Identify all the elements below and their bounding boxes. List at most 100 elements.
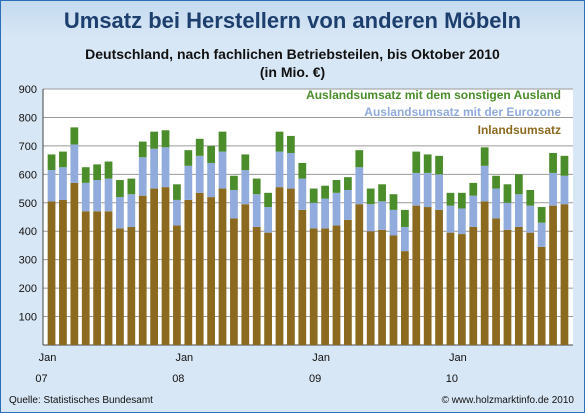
bar-segment-sonstiges: [480, 147, 489, 166]
bar-segment-sonstiges: [332, 180, 341, 193]
bar-segment-eurozone: [70, 144, 79, 183]
bar-segment-sonstiges: [412, 151, 421, 173]
bar-segment-sonstiges: [469, 182, 478, 196]
y-tick-label: 600: [19, 169, 37, 181]
bar-segment-sonstiges: [287, 135, 295, 153]
bar-segment-sonstiges: [138, 141, 147, 158]
bar-segment-eurozone: [230, 189, 238, 219]
bar-segment-inland: [264, 232, 272, 345]
bar-segment-sonstiges: [435, 155, 443, 175]
bar-segment-inland: [138, 195, 147, 345]
bar-segment-eurozone: [116, 197, 124, 229]
bar-segment-eurozone: [309, 202, 318, 229]
bar-segment-eurozone: [47, 170, 56, 202]
bar-segment-inland: [560, 204, 569, 345]
bar-segment-eurozone: [389, 209, 398, 236]
bar-segment-sonstiges: [47, 154, 56, 171]
bar-segment-sonstiges: [184, 150, 193, 166]
legend-entry: Inlandsumsatz: [478, 123, 561, 137]
bar-segment-inland: [252, 226, 261, 345]
bar-segment-inland: [480, 201, 489, 345]
legend-entry: Auslandsumsatz mit der Eurozone: [364, 105, 561, 119]
bar-segment-eurozone: [344, 189, 352, 220]
copyright-note: © www.holzmarktinfo.de 2010: [441, 395, 574, 406]
bar-segment-eurozone: [127, 194, 136, 227]
bar-segment-inland: [116, 228, 124, 345]
bar-segment-sonstiges: [446, 192, 455, 206]
bar-segment-sonstiges: [81, 167, 90, 183]
bar-segment-eurozone: [355, 167, 364, 205]
bar-segment-eurozone: [549, 172, 557, 206]
bar-segment-inland: [492, 218, 500, 345]
bar-segment-inland: [298, 209, 307, 345]
bar-segment-sonstiges: [127, 178, 136, 195]
bar-segment-inland: [469, 226, 478, 345]
bar-segment-sonstiges: [355, 150, 364, 168]
bar-segment-sonstiges: [150, 131, 158, 149]
y-tick-label: 500: [19, 198, 37, 210]
bar-segment-sonstiges: [173, 184, 181, 200]
bar-segment-eurozone: [537, 222, 546, 247]
x-tick-label: Jan: [312, 352, 330, 364]
bar-segment-sonstiges: [321, 185, 329, 199]
y-tick-label: 200: [19, 283, 37, 295]
bar-segment-sonstiges: [492, 175, 500, 189]
bar-segment-inland: [127, 226, 136, 345]
x-tick-label: Jan: [175, 352, 193, 364]
bar-segment-eurozone: [401, 226, 409, 252]
bar-segment-inland: [332, 225, 341, 345]
bar-segment-sonstiges: [503, 184, 512, 203]
bar-segment-sonstiges: [309, 188, 318, 203]
y-tick-label: 100: [19, 312, 37, 324]
bar-segment-eurozone: [526, 205, 535, 233]
bar-segment-sonstiges: [207, 145, 215, 163]
legend-entry: Auslandsumsatz mit dem sonstigen Ausland: [306, 88, 561, 102]
bar-segment-inland: [366, 231, 375, 345]
y-tick-label: 700: [19, 141, 37, 153]
bar-segment-sonstiges: [161, 130, 170, 148]
bar-segment-eurozone: [514, 194, 523, 227]
bar-segment-eurozone: [150, 148, 158, 189]
bar-segment-eurozone: [138, 157, 147, 196]
bar-segment-eurozone: [287, 153, 295, 189]
bar-segment-eurozone: [298, 178, 307, 210]
bar-segment-inland: [309, 228, 318, 345]
bar-segment-inland: [549, 205, 557, 345]
bar-segment-inland: [423, 207, 432, 345]
bar-segment-sonstiges: [401, 209, 409, 227]
bar-segment-sonstiges: [264, 192, 272, 208]
x-tick-label: Jan: [39, 352, 57, 364]
bar-segment-eurozone: [252, 194, 261, 227]
bar-segment-eurozone: [469, 195, 478, 227]
bar-segment-inland: [207, 197, 215, 345]
bar-segment-eurozone: [59, 167, 67, 200]
bar-segment-inland: [218, 188, 227, 345]
bar-segment-eurozone: [423, 172, 432, 208]
bar-segment-inland: [503, 229, 512, 345]
bar-segment-eurozone: [446, 205, 455, 233]
bar-segment-eurozone: [241, 170, 250, 205]
bar-segment-inland: [435, 209, 443, 345]
bar-segment-sonstiges: [59, 151, 67, 168]
bar-segment-inland: [526, 232, 535, 345]
y-tick-label: 900: [19, 84, 37, 96]
bar-segment-eurozone: [81, 182, 90, 212]
subtitle-line-1: Deutschland, nach fachlichen Betriebstei…: [85, 46, 500, 62]
bar-segment-inland: [104, 211, 113, 345]
x-tick-year: 09: [309, 373, 321, 385]
bar-segment-sonstiges: [549, 153, 557, 173]
bar-segment-inland: [412, 205, 421, 345]
y-tick-label: 400: [19, 226, 37, 238]
bar-segment-sonstiges: [389, 194, 398, 210]
y-tick-label: 300: [19, 255, 37, 267]
bar-segment-inland: [184, 199, 193, 345]
bar-segment-eurozone: [195, 155, 204, 193]
x-tick-year: 08: [172, 373, 184, 385]
bar-segment-sonstiges: [93, 164, 102, 181]
bar-segment-inland: [70, 182, 79, 345]
bar-segment-inland: [230, 218, 238, 345]
bar-segment-eurozone: [207, 162, 215, 198]
bar-segment-eurozone: [412, 172, 421, 206]
